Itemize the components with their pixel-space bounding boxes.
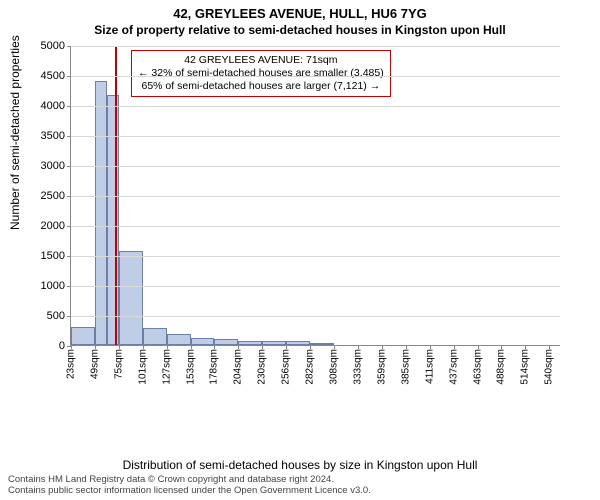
footer-line-2: Contains public sector information licen… bbox=[8, 486, 371, 497]
annotation-line-2: ← 32% of semi-detached houses are smalle… bbox=[138, 67, 384, 80]
xtick-label: 359sqm bbox=[376, 349, 387, 385]
ytick-mark bbox=[67, 76, 71, 77]
xtick-label: 153sqm bbox=[186, 349, 197, 385]
xtick-label: 127sqm bbox=[162, 349, 173, 385]
xtick-label: 411sqm bbox=[424, 349, 435, 384]
xtick-label: 256sqm bbox=[281, 349, 292, 385]
histogram-bar bbox=[310, 343, 334, 345]
footer-credits: Contains HM Land Registry data © Crown c… bbox=[8, 475, 371, 497]
ytick-label: 500 bbox=[47, 310, 65, 322]
xtick-label: 75sqm bbox=[114, 349, 125, 379]
xtick-label: 178sqm bbox=[209, 349, 220, 385]
page-subtitle: Size of property relative to semi-detach… bbox=[0, 23, 600, 37]
grid-line bbox=[71, 136, 560, 137]
histogram-bar bbox=[214, 339, 238, 345]
histogram-bar bbox=[167, 334, 191, 345]
xtick-label: 230sqm bbox=[257, 349, 268, 385]
histogram-bar bbox=[191, 338, 214, 345]
histogram-bar bbox=[262, 341, 286, 345]
grid-line bbox=[71, 226, 560, 227]
chart-area: 42 GREYLEES AVENUE: 71sqm ← 32% of semi-… bbox=[70, 46, 560, 406]
ytick-label: 5000 bbox=[41, 40, 65, 52]
histogram-bar bbox=[95, 81, 107, 345]
annotation-line-1: 42 GREYLEES AVENUE: 71sqm bbox=[138, 54, 384, 67]
ytick-mark bbox=[67, 316, 71, 317]
page-title: 42, GREYLEES AVENUE, HULL, HU6 7YG bbox=[0, 6, 600, 21]
xtick-label: 308sqm bbox=[329, 349, 340, 385]
grid-line bbox=[71, 46, 560, 47]
xtick-label: 488sqm bbox=[495, 349, 506, 385]
grid-line bbox=[71, 286, 560, 287]
histogram-bar bbox=[71, 327, 95, 345]
xtick-label: 333sqm bbox=[352, 349, 363, 385]
histogram-bar bbox=[286, 341, 310, 345]
xtick-label: 437sqm bbox=[448, 349, 459, 385]
xtick-label: 204sqm bbox=[233, 349, 244, 385]
xtick-label: 514sqm bbox=[519, 349, 530, 385]
ytick-label: 1500 bbox=[41, 250, 65, 262]
ytick-mark bbox=[67, 106, 71, 107]
xtick-label: 540sqm bbox=[543, 349, 554, 385]
xtick-label: 385sqm bbox=[400, 349, 411, 385]
histogram-bar bbox=[143, 328, 167, 345]
y-axis-label: Number of semi-detached properties bbox=[8, 35, 22, 230]
ytick-mark bbox=[67, 166, 71, 167]
histogram-bar bbox=[238, 341, 262, 345]
grid-line bbox=[71, 106, 560, 107]
annotation-line-3: 65% of semi-detached houses are larger (… bbox=[138, 80, 384, 93]
ytick-label: 2500 bbox=[41, 190, 65, 202]
ytick-mark bbox=[67, 196, 71, 197]
ytick-label: 3500 bbox=[41, 130, 65, 142]
grid-line bbox=[71, 76, 560, 77]
grid-line bbox=[71, 316, 560, 317]
grid-line bbox=[71, 256, 560, 257]
ytick-label: 1000 bbox=[41, 280, 65, 292]
ytick-label: 3000 bbox=[41, 160, 65, 172]
xtick-label: 463sqm bbox=[472, 349, 483, 385]
ytick-mark bbox=[67, 46, 71, 47]
xtick-label: 49sqm bbox=[90, 349, 101, 379]
ytick-mark bbox=[67, 136, 71, 137]
xtick-label: 282sqm bbox=[305, 349, 316, 385]
annotation-box: 42 GREYLEES AVENUE: 71sqm ← 32% of semi-… bbox=[131, 50, 391, 97]
ytick-label: 0 bbox=[59, 340, 65, 352]
x-axis-label: Distribution of semi-detached houses by … bbox=[0, 458, 600, 472]
ytick-mark bbox=[67, 286, 71, 287]
ytick-mark bbox=[67, 226, 71, 227]
xtick-label: 101sqm bbox=[138, 349, 149, 385]
ytick-label: 4500 bbox=[41, 70, 65, 82]
xtick-label: 23sqm bbox=[66, 349, 77, 379]
ytick-label: 4000 bbox=[41, 100, 65, 112]
grid-line bbox=[71, 196, 560, 197]
ytick-mark bbox=[67, 256, 71, 257]
plot-region: 42 GREYLEES AVENUE: 71sqm ← 32% of semi-… bbox=[70, 46, 560, 346]
ytick-label: 2000 bbox=[41, 220, 65, 232]
histogram-bar bbox=[119, 251, 143, 345]
grid-line bbox=[71, 166, 560, 167]
histogram-bar bbox=[107, 95, 119, 345]
